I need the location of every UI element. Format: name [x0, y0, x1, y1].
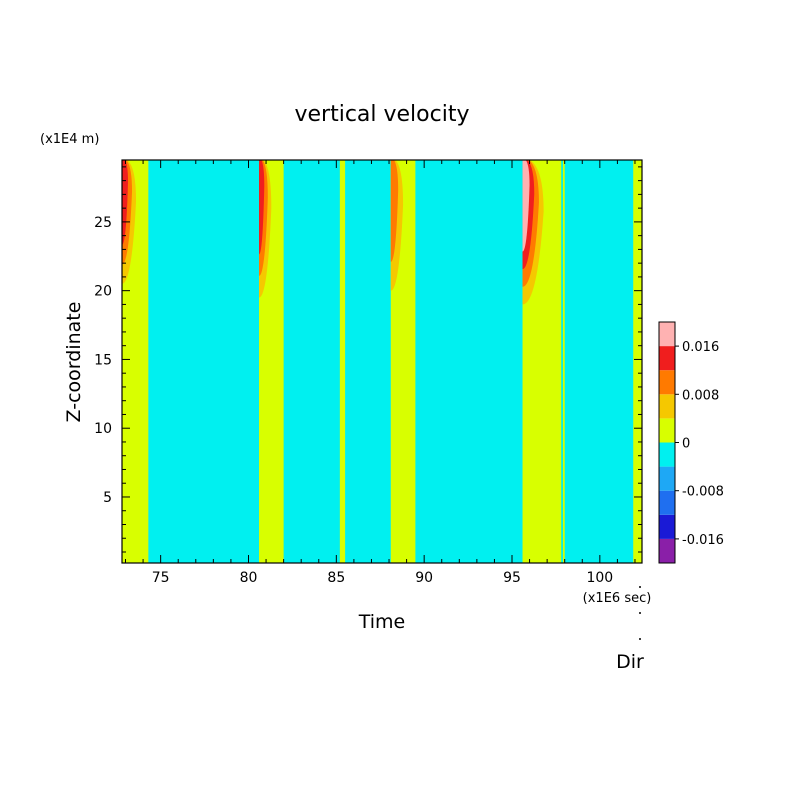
- heatmap-cells: [122, 160, 642, 563]
- peak-contour: [259, 160, 265, 255]
- x-tick-label: 95: [503, 570, 521, 586]
- y-tick-label: 20: [94, 284, 112, 300]
- colorbar: 0.016 0.008 0 -0.008 -0.016: [658, 321, 724, 564]
- colorbar-swatch: [659, 466, 675, 491]
- colorbar-tick-label: 0.008: [682, 388, 719, 403]
- x-axis: 75 80 85 90 95 100: [125, 160, 636, 586]
- direction-label: Dir: [616, 651, 644, 673]
- colorbar-swatch: [659, 394, 675, 419]
- x-tick-label: 90: [415, 570, 433, 586]
- y-tick-label: 15: [94, 352, 112, 368]
- plot-frame: [121, 159, 643, 564]
- colorbar-swatch: [659, 538, 675, 563]
- colorbar-tick-label: -0.008: [682, 485, 724, 500]
- direction-marker: Dir: [616, 586, 644, 673]
- y-tick-label: 10: [94, 421, 112, 437]
- peak-contour: [122, 160, 129, 245]
- y-axis-label: Z-coordinate: [63, 302, 85, 423]
- peak-contour: [390, 160, 399, 262]
- colorbar-swatch: [659, 370, 675, 395]
- colorbar-swatch: [659, 490, 675, 515]
- y-tick-label: 5: [103, 490, 112, 506]
- x-tick-label: 75: [152, 570, 170, 586]
- direction-dot: [639, 638, 641, 640]
- upward-band: [339, 160, 346, 563]
- colorbar-tick-label: 0.016: [682, 340, 719, 355]
- upward-band: [633, 160, 642, 563]
- x-unit-label: (x1E6 sec): [583, 591, 652, 606]
- colorbar-swatch: [659, 322, 675, 347]
- upward-band: [562, 160, 565, 563]
- x-tick-label: 100: [586, 570, 613, 586]
- y-tick-label: 25: [94, 215, 112, 231]
- colorbar-swatch: [659, 418, 675, 443]
- plot-area: [121, 159, 643, 564]
- colorbar-swatch: [659, 346, 675, 371]
- y-unit-label: (x1E4 m): [40, 132, 99, 147]
- colorbar-tick-label: -0.016: [682, 533, 724, 548]
- direction-dot: [639, 612, 641, 614]
- x-tick-label: 85: [327, 570, 345, 586]
- colorbar-tick-label: 0: [682, 437, 690, 452]
- colorbar-swatch: [659, 514, 675, 539]
- chart-title: vertical velocity: [294, 102, 469, 127]
- peak-contour: [522, 160, 530, 252]
- y-axis: 5 10 15 20 25: [94, 166, 642, 553]
- x-tick-label: 80: [240, 570, 258, 586]
- direction-dot: [639, 586, 641, 588]
- colorbar-swatch: [659, 442, 675, 467]
- x-axis-label: Time: [358, 611, 406, 633]
